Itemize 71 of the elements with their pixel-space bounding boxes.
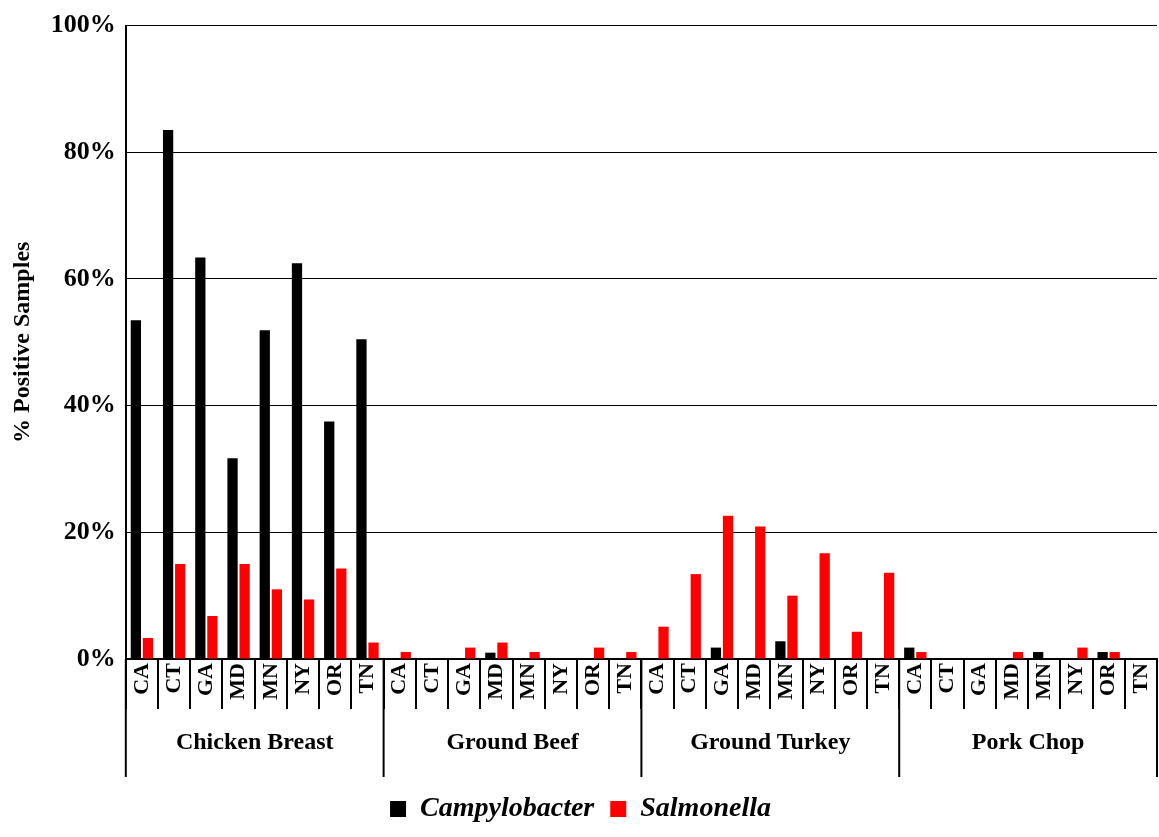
x-tick-label: OR	[1094, 661, 1120, 696]
bar	[593, 647, 605, 659]
x-tick-label: MN	[1029, 662, 1055, 700]
x-tick-label: CT	[159, 662, 185, 694]
bar	[883, 572, 895, 659]
x-tick-label: MD	[997, 663, 1023, 700]
x-tick-label: MN	[772, 662, 798, 700]
bar	[175, 563, 186, 659]
x-tick-label: TN	[868, 662, 894, 694]
bar	[336, 568, 347, 659]
bar	[271, 589, 282, 659]
x-tick-label: OR	[836, 661, 862, 696]
legend-label: Campylobacter	[420, 791, 596, 823]
y-tick-label: 20%	[63, 516, 116, 546]
x-tick-label: OR	[320, 661, 346, 696]
bar	[658, 626, 669, 659]
y-tick-label: 0%	[76, 642, 116, 672]
bar	[400, 652, 411, 659]
text: Ground Turkey	[690, 728, 851, 755]
x-tick-label: NY	[546, 662, 572, 695]
x-tick-label: GA	[192, 662, 218, 696]
x-tick-label: CA	[901, 662, 926, 695]
bar	[303, 599, 315, 659]
x-tick-label: CT	[933, 662, 959, 694]
bar	[1109, 652, 1120, 659]
text: Ground Beef	[446, 728, 580, 755]
x-tick-label: GA	[449, 662, 475, 696]
bar	[465, 647, 476, 659]
bar	[207, 615, 218, 659]
bar	[239, 563, 250, 659]
bar	[497, 642, 508, 659]
text: Chicken Breast	[175, 728, 334, 755]
x-tick-label: MN	[514, 662, 540, 700]
x-tick-label: GA	[965, 662, 991, 696]
x-tick-label: NY	[288, 662, 314, 695]
legend-label: Salmonella	[640, 791, 771, 823]
x-tick-label: CA	[127, 662, 153, 695]
bar	[851, 631, 863, 659]
x-tick-label: NY	[804, 662, 830, 695]
x-tick-label: CT	[417, 662, 443, 694]
bar	[787, 595, 798, 659]
x-tick-label: TN	[610, 662, 636, 694]
bar	[722, 515, 734, 659]
text: Pork Chop	[971, 728, 1085, 755]
x-tick-label: NY	[1062, 662, 1088, 695]
bar	[755, 526, 766, 659]
x-tick-label: TN	[1126, 662, 1152, 694]
x-tick-label: MD	[739, 663, 765, 700]
bar	[1077, 647, 1088, 659]
x-tick-label: OR	[578, 661, 604, 696]
x-tick-label: MD	[224, 663, 250, 700]
bar	[368, 642, 379, 659]
bar	[819, 553, 830, 659]
x-tick-label: MD	[482, 663, 508, 700]
bar	[529, 652, 540, 659]
y-tick-label: 80%	[63, 136, 116, 165]
bar	[626, 652, 637, 659]
y-tick-label: 60%	[63, 262, 116, 292]
x-tick-label: GA	[707, 662, 733, 696]
x-tick-label: MN	[256, 662, 282, 700]
y-tick-label: 100%	[50, 9, 116, 39]
x-tick-label: TN	[353, 662, 379, 694]
bar	[1012, 652, 1024, 659]
y-axis-title: % Positive Samples	[7, 241, 34, 443]
x-tick-label: CA	[385, 662, 411, 695]
x-tick-label: CA	[643, 662, 669, 695]
y-tick-label: 40%	[63, 389, 116, 419]
x-tick-label: CT	[675, 662, 701, 694]
bar	[916, 652, 927, 659]
bar	[142, 638, 154, 659]
bar	[690, 574, 701, 659]
